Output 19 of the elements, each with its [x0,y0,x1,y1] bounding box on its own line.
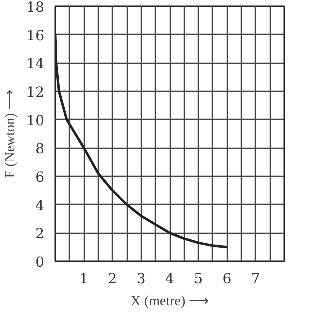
y-tick-label: 14 [26,56,45,73]
x-tick-label: 7 [251,272,260,288]
y-tick-label: 16 [26,28,45,44]
y-tick-label: 12 [26,85,45,101]
x-tick-label: 1 [80,272,89,288]
y-tick-label: 18 [26,0,45,16]
x-tick-label: 4 [166,272,175,288]
y-tick-label: 8 [36,142,45,158]
x-tick-label: 6 [222,272,232,288]
y-tick-label: 2 [36,226,45,243]
x-tick-label: 3 [136,272,146,288]
x-tick-label: 2 [108,272,118,288]
y-tick-label: 4 [36,198,45,214]
x-axis-title: X (metre) ⟶ [130,294,210,310]
y-tick-label: 10 [26,113,45,130]
x-tick-label: 5 [194,272,204,288]
y-tick-label: 0 [36,255,45,271]
y-axis-title: F (Newton) ⟶ [4,90,19,178]
y-tick-label: 6 [36,170,45,186]
